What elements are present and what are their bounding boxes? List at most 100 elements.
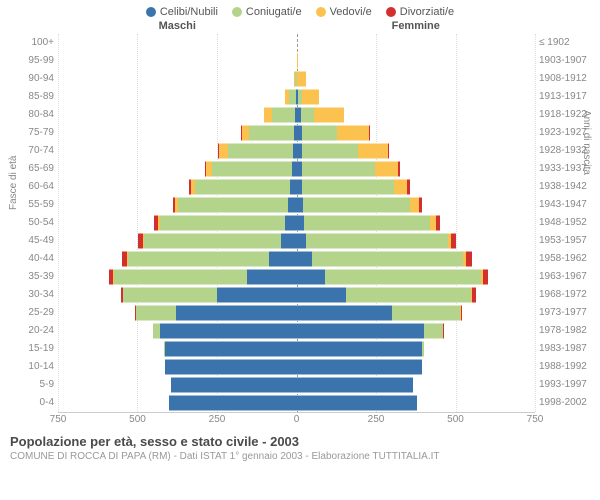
bar-female <box>297 197 536 213</box>
legend-item: Celibi/Nubili <box>146 6 218 18</box>
footer: Popolazione per età, sesso e stato civil… <box>0 428 600 462</box>
bar-male <box>58 251 297 267</box>
bar-segment <box>160 215 286 231</box>
bar-segment <box>219 143 228 159</box>
birth-year-label: 1943-1947 <box>539 196 587 214</box>
bar-segment <box>195 179 290 195</box>
bar-segment <box>472 287 476 303</box>
birth-year-label: 1973-1977 <box>539 304 587 322</box>
bar-segment <box>461 305 463 321</box>
bar-segment <box>346 287 472 303</box>
age-label: 70-74 <box>28 142 54 160</box>
bar-segment <box>217 287 296 303</box>
gridline <box>535 34 536 412</box>
bar-segment <box>436 215 440 231</box>
age-row: 80-841918-1922 <box>58 106 535 124</box>
bar-segment <box>398 161 400 177</box>
bar-segment <box>288 197 297 213</box>
bar-segment <box>269 251 296 267</box>
bar-male <box>58 197 297 213</box>
bar-segment <box>297 251 313 267</box>
header-males: Maschi <box>58 20 297 32</box>
legend-swatch <box>232 7 242 17</box>
bar-female <box>297 341 536 357</box>
bar-male <box>58 377 297 393</box>
bar-male <box>58 359 297 375</box>
bar-male <box>58 89 297 105</box>
bar-segment <box>297 323 424 339</box>
chart-title: Popolazione per età, sesso e stato civil… <box>10 434 590 449</box>
age-label: 95-99 <box>28 52 54 70</box>
bar-segment <box>306 233 448 249</box>
x-tick-label: 750 <box>527 414 544 425</box>
bar-segment <box>128 251 270 267</box>
age-row: 35-391963-1967 <box>58 268 535 286</box>
bar-segment <box>264 107 272 123</box>
age-row: 95-991903-1907 <box>58 52 535 70</box>
bar-segment <box>212 161 291 177</box>
birth-year-label: 1938-1942 <box>539 178 587 196</box>
bar-male <box>58 179 297 195</box>
age-row: 20-241978-1982 <box>58 322 535 340</box>
age-row: 25-291973-1977 <box>58 304 535 322</box>
bar-segment <box>302 125 337 141</box>
age-label: 10-14 <box>28 358 54 376</box>
bar-female <box>297 251 536 267</box>
age-label: 60-64 <box>28 178 54 196</box>
age-label: 100+ <box>31 34 54 52</box>
birth-year-label: 1993-1997 <box>539 376 587 394</box>
bar-segment <box>304 215 430 231</box>
bar-segment <box>303 197 410 213</box>
bar-segment <box>176 305 297 321</box>
age-row: 50-541948-1952 <box>58 214 535 232</box>
x-tick-label: 250 <box>368 414 385 425</box>
bar-segment <box>419 197 422 213</box>
age-row: 30-341968-1972 <box>58 286 535 304</box>
bar-segment <box>297 53 298 69</box>
age-label: 55-59 <box>28 196 54 214</box>
age-row: 0-41998-2002 <box>58 394 535 412</box>
bar-male <box>58 287 297 303</box>
birth-year-label: ≤ 1902 <box>539 34 570 52</box>
bar-segment <box>297 341 423 357</box>
bar-female <box>297 107 536 123</box>
bar-female <box>297 269 536 285</box>
bar-segment <box>314 107 344 123</box>
chart-subtitle: COMUNE DI ROCCA DI PAPA (RM) - Dati ISTA… <box>10 451 590 462</box>
bar-segment <box>297 233 307 249</box>
bar-male <box>58 323 297 339</box>
birth-year-label: 1983-1987 <box>539 340 587 358</box>
bar-segment <box>337 125 369 141</box>
bar-female <box>297 215 536 231</box>
bar-segment <box>302 143 358 159</box>
bar-segment <box>178 197 288 213</box>
bar-segment <box>375 161 397 177</box>
age-label: 50-54 <box>28 214 54 232</box>
x-tick-label: 500 <box>129 414 146 425</box>
age-label: 15-19 <box>28 340 54 358</box>
age-label: 40-44 <box>28 250 54 268</box>
birth-year-label: 1948-1952 <box>539 214 587 232</box>
bar-segment <box>114 269 248 285</box>
birth-year-label: 1968-1972 <box>539 286 587 304</box>
bar-segment <box>388 143 389 159</box>
bar-female <box>297 71 536 87</box>
bar-female <box>297 179 536 195</box>
age-label: 25-29 <box>28 304 54 322</box>
birth-year-label: 1913-1917 <box>539 88 587 106</box>
age-label: 35-39 <box>28 268 54 286</box>
age-row: 100+≤ 1902 <box>58 34 535 52</box>
bar-segment <box>165 341 297 357</box>
birth-year-label: 1903-1907 <box>539 52 587 70</box>
bar-segment <box>297 269 326 285</box>
bar-female <box>297 125 536 141</box>
age-row: 55-591943-1947 <box>58 196 535 214</box>
bar-female <box>297 89 536 105</box>
bar-segment <box>369 125 370 141</box>
legend-item: Divorziati/e <box>386 6 454 18</box>
bar-male <box>58 395 297 411</box>
pyramid-chart: 100+≤ 190295-991903-190790-941908-191285… <box>58 34 535 412</box>
bar-segment <box>249 125 294 141</box>
bar-segment <box>272 107 294 123</box>
age-row: 75-791923-1927 <box>58 124 535 142</box>
